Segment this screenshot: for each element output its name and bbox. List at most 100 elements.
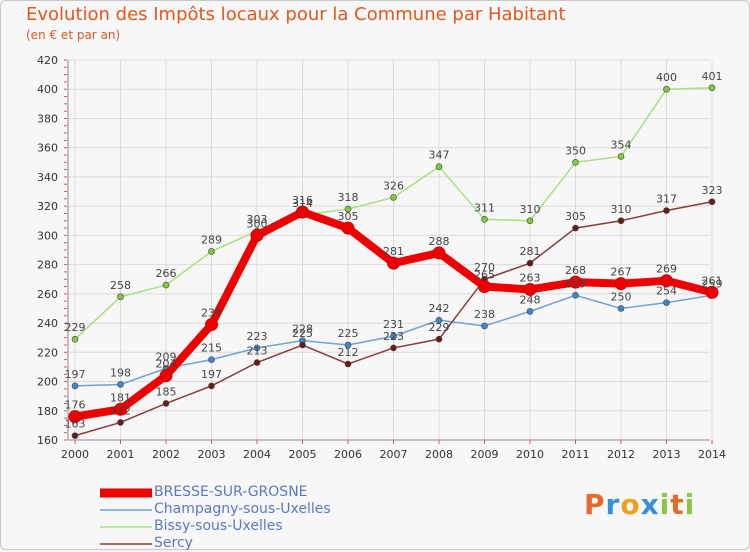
data-point-champagny-sous-uxelles <box>117 381 124 388</box>
data-point-bresse-sur-grosne <box>205 318 218 332</box>
legend-swatch-sercy <box>100 543 152 545</box>
data-point-bresse-sur-grosne <box>341 221 355 235</box>
data-label-sercy: 317 <box>656 193 677 206</box>
data-point-bresse-sur-grosne <box>432 246 446 260</box>
data-point-bissy-sous-uxelles <box>481 216 488 223</box>
data-label-bissy-sous-uxelles: 350 <box>565 144 586 157</box>
logo-letter: i <box>684 488 696 521</box>
x-tick-label: 2010 <box>516 448 544 461</box>
x-tick-label: 2009 <box>471 448 499 461</box>
data-point-champagny-sous-uxelles <box>208 356 215 363</box>
legend-label-bissy: Bissy-sous-Uxelles <box>154 518 283 534</box>
data-point-champagny-sous-uxelles <box>526 308 534 315</box>
data-point-champagny-sous-uxelles <box>71 382 79 390</box>
data-point-bissy-sous-uxelles <box>117 293 124 301</box>
data-label-bresse-sur-grosne: 300 <box>247 217 268 230</box>
y-tick-label: 420 <box>37 54 58 67</box>
data-point-sercy <box>253 359 261 366</box>
data-point-sercy <box>117 419 124 426</box>
data-point-bissy-sous-uxelles <box>572 159 579 166</box>
data-label-champagny-sous-uxelles: 238 <box>474 308 495 321</box>
y-tick-label: 200 <box>37 376 58 389</box>
data-label-bresse-sur-grosne: 204 <box>156 358 177 371</box>
data-point-bissy-sous-uxelles <box>162 281 170 289</box>
y-tick-label: 320 <box>37 200 58 213</box>
data-point-bresse-sur-grosne <box>68 410 82 424</box>
legend-swatch-bresse <box>100 488 152 498</box>
data-point-bissy-sous-uxelles <box>208 248 215 255</box>
data-label-bissy-sous-uxelles: 347 <box>429 149 450 162</box>
data-label-bissy-sous-uxelles: 289 <box>201 233 222 246</box>
y-tick-label: 360 <box>37 142 58 155</box>
x-tick-label: 2011 <box>562 448 590 461</box>
legend-label-sercy: Sercy <box>154 535 193 551</box>
data-label-bresse-sur-grosne: 267 <box>611 266 632 279</box>
data-point-bresse-sur-grosne <box>478 280 491 294</box>
data-point-bresse-sur-grosne <box>660 274 673 288</box>
data-point-champagny-sous-uxelles <box>344 341 352 349</box>
data-point-champagny-sous-uxelles <box>572 292 579 299</box>
y-tick-label: 300 <box>37 229 58 242</box>
data-point-sercy <box>708 198 716 206</box>
data-label-sercy: 212 <box>338 346 359 359</box>
data-label-sercy: 270 <box>474 261 495 274</box>
data-point-sercy <box>572 224 579 232</box>
data-label-bissy-sous-uxelles: 229 <box>65 321 86 334</box>
data-label-sercy: 281 <box>520 245 541 258</box>
data-label-bresse-sur-grosne: 316 <box>292 194 313 207</box>
x-tick-label: 2000 <box>61 448 89 461</box>
data-label-bissy-sous-uxelles: 400 <box>656 71 677 84</box>
data-point-sercy <box>299 341 306 349</box>
data-label-bresse-sur-grosne: 176 <box>65 399 86 412</box>
data-label-bissy-sous-uxelles: 258 <box>110 279 131 292</box>
data-label-sercy: 310 <box>611 203 632 216</box>
legend-label-bresse: BRESSE-SUR-GROSNE <box>154 484 308 500</box>
y-tick-label: 160 <box>37 434 58 447</box>
data-label-bissy-sous-uxelles: 401 <box>702 70 723 83</box>
data-label-sercy: 305 <box>565 210 586 223</box>
data-label-bresse-sur-grosne: 181 <box>110 391 131 404</box>
legend-swatch-champagny <box>100 509 152 511</box>
data-label-bissy-sous-uxelles: 314 <box>292 197 313 210</box>
data-label-sercy: 223 <box>383 330 404 343</box>
data-point-bresse-sur-grosne <box>387 256 400 270</box>
data-label-champagny-sous-uxelles: 198 <box>110 366 131 379</box>
x-tick-label: 2002 <box>152 448 180 461</box>
legend-label-champagny: Champagny-sous-Uxelles <box>154 501 331 517</box>
data-label-champagny-sous-uxelles: 197 <box>65 368 86 381</box>
data-label-bresse-sur-grosne: 265 <box>474 269 495 282</box>
logo-letter: t <box>670 488 685 521</box>
data-label-bresse-sur-grosne: 268 <box>565 264 586 277</box>
data-point-sercy <box>344 360 352 368</box>
x-tick-label: 2012 <box>607 448 635 461</box>
data-label-champagny-sous-uxelles: 259 <box>702 277 723 290</box>
data-point-sercy <box>526 259 534 267</box>
data-label-bresse-sur-grosne: 281 <box>383 245 404 258</box>
data-label-bissy-sous-uxelles: 303 <box>247 213 268 226</box>
data-point-sercy <box>208 382 215 390</box>
data-point-bresse-sur-grosne <box>705 285 719 299</box>
x-tick-label: 2001 <box>107 448 135 461</box>
y-tick-label: 400 <box>37 83 58 96</box>
data-label-champagny-sous-uxelles: 259 <box>565 277 586 290</box>
data-point-bresse-sur-grosne <box>296 205 309 219</box>
data-point-bissy-sous-uxelles <box>390 194 397 201</box>
data-point-bissy-sous-uxelles <box>617 153 625 160</box>
data-point-bissy-sous-uxelles <box>344 205 352 213</box>
x-tick-label: 2005 <box>289 448 317 461</box>
data-label-bresse-sur-grosne: 288 <box>429 235 450 248</box>
data-point-bresse-sur-grosne <box>523 282 537 296</box>
data-point-sercy <box>435 335 443 343</box>
logo-letter: r <box>605 488 621 521</box>
logo-letter: o <box>620 488 641 521</box>
data-point-bresse-sur-grosne <box>114 402 127 416</box>
data-label-bissy-sous-uxelles: 266 <box>156 267 177 280</box>
data-label-champagny-sous-uxelles: 215 <box>201 342 222 355</box>
proxiti-logo: Proxiti <box>584 488 695 521</box>
data-point-champagny-sous-uxelles <box>617 305 625 312</box>
x-tick-label: 2003 <box>198 448 226 461</box>
data-label-champagny-sous-uxelles: 254 <box>656 285 677 298</box>
chart-subtitle: (en € et par an) <box>26 28 121 42</box>
data-label-champagny-sous-uxelles: 242 <box>429 302 450 315</box>
data-label-sercy: 185 <box>156 385 177 398</box>
